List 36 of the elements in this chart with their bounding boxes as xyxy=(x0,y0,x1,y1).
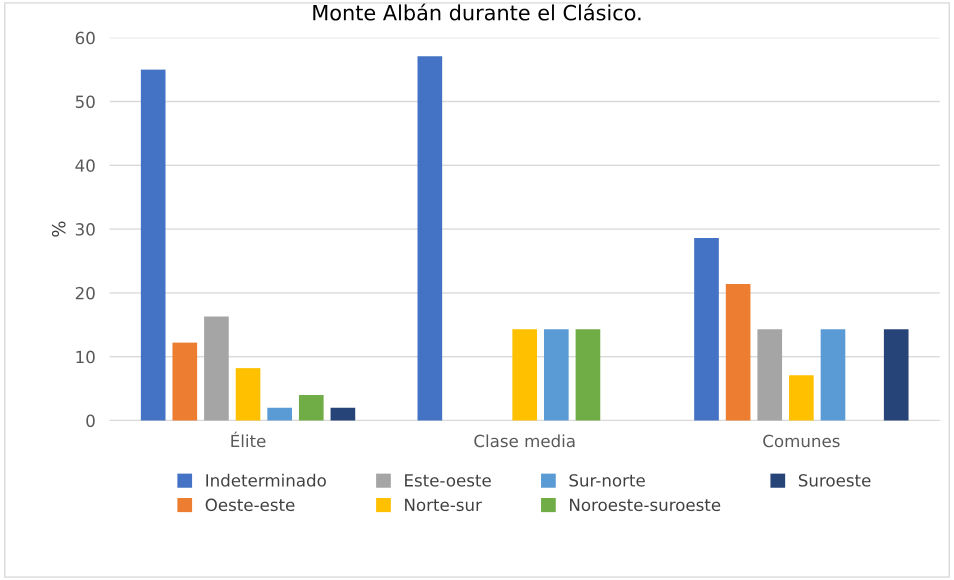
bar xyxy=(726,284,750,420)
bar xyxy=(544,329,569,420)
legend-label: Noroeste-suroeste xyxy=(570,498,720,512)
bar xyxy=(330,408,356,420)
bar xyxy=(884,329,909,420)
y-tick-label: 0 xyxy=(86,414,95,428)
legend-label: Norte-sur xyxy=(405,498,482,512)
bar xyxy=(576,329,600,420)
bar xyxy=(140,70,166,420)
y-tick-label: 40 xyxy=(75,159,95,172)
y-tick-label: 30 xyxy=(76,223,95,236)
legend-label: Sur-norte xyxy=(570,474,645,487)
y-tick-label: 50 xyxy=(76,95,95,108)
x-tick-label: Élite xyxy=(231,432,266,448)
y-axis-title: % xyxy=(52,222,66,237)
bar xyxy=(820,329,846,420)
bar xyxy=(418,56,442,420)
y-tick-label: 60 xyxy=(76,32,95,44)
bar xyxy=(267,408,292,420)
bar xyxy=(757,329,782,420)
bar xyxy=(204,316,229,420)
x-tick-label: Clase media xyxy=(474,434,574,448)
x-tick-label: Comunes xyxy=(763,434,840,448)
y-tick-label: 10 xyxy=(76,350,95,364)
legend-label: Suroeste xyxy=(798,474,870,487)
bar xyxy=(512,329,538,420)
legend-label: Indeterminado xyxy=(206,474,326,487)
y-tick-label: 20 xyxy=(76,286,95,300)
chart-title: Monte Albán durante el Clásico. xyxy=(313,4,640,21)
bar xyxy=(694,238,719,420)
bar xyxy=(236,368,260,420)
bar xyxy=(298,394,324,420)
bar xyxy=(789,375,814,420)
legend-label: Este-oeste xyxy=(405,474,491,487)
legend-label: Oeste-este xyxy=(206,498,294,512)
bar xyxy=(172,342,198,420)
